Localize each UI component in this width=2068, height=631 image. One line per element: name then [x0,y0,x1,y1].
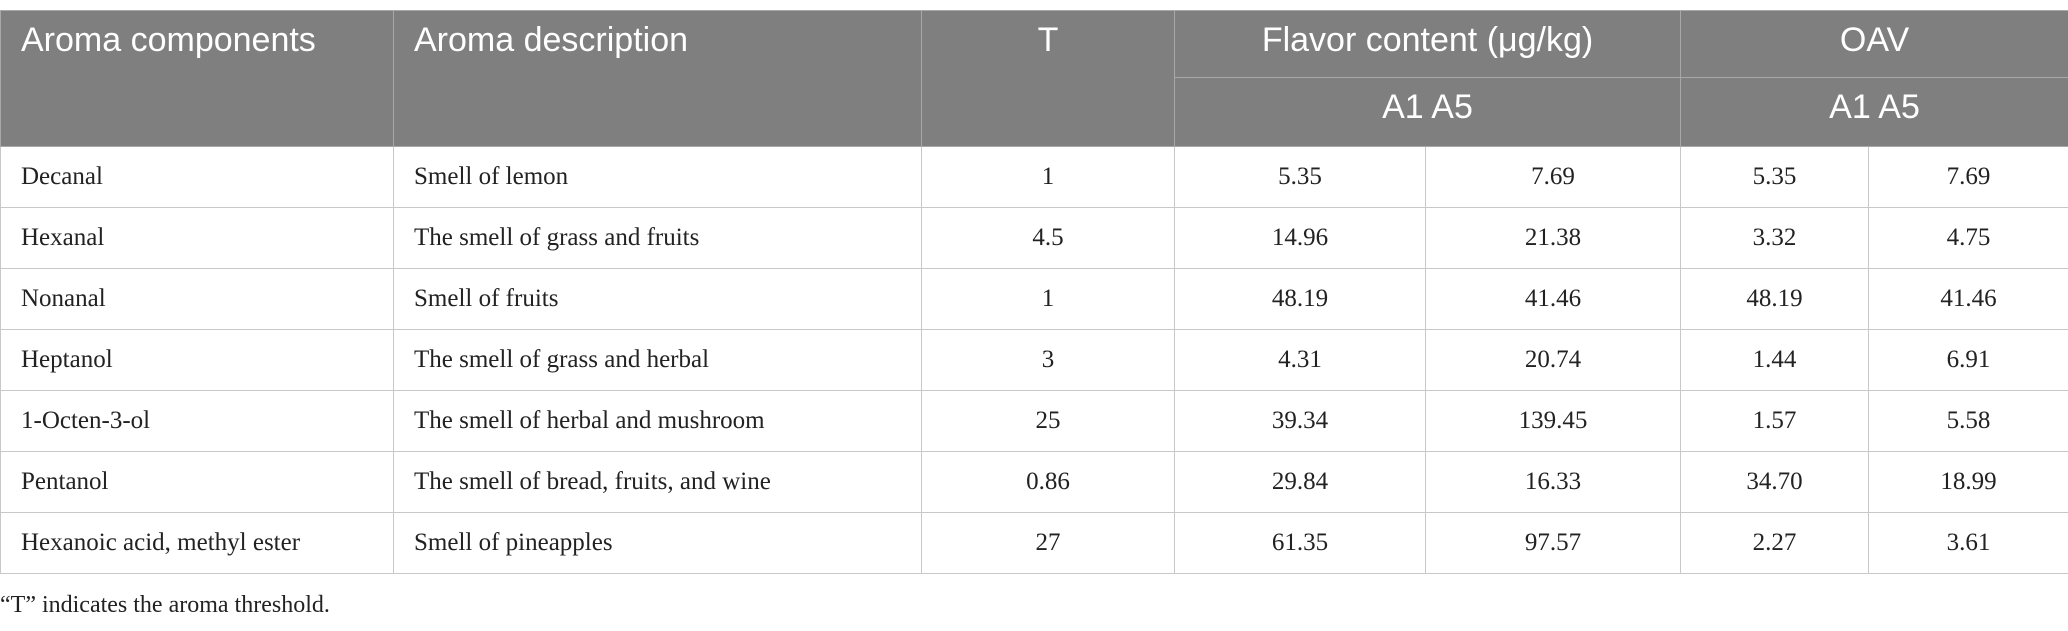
table-cell: 97.57 [1424,512,1682,574]
table-cell: 1 [921,268,1175,330]
subheader-cell: A1 A5 [1173,77,1682,147]
table-cell: Pentanol [0,451,394,513]
header-cell: T [921,10,1175,147]
table-row: Heptanol The smell of grass and herbal 3 4.… [0,329,2068,391]
table-cell: Smell of pineapples [393,512,922,574]
table-cell: Hexanal [0,207,394,269]
table-cell: 27 [921,512,1175,574]
table-cell: 4.31 [1174,329,1426,391]
table-cell: The smell of grass and fruits [393,207,922,269]
aroma-table: Aroma components Aroma description T Fla… [0,10,2068,574]
table-cell: Hexanoic acid, methyl ester [0,512,394,574]
table-cell: 3.61 [1868,512,2068,574]
table-body: Decanal Smell of lemon 1 5.35 7.69 5.35 7.69 He… [0,146,2068,574]
table-cell: 39.34 [1174,390,1426,452]
table-cell: 7.69 [1868,146,2068,208]
footnote: “T” indicates the aroma threshold. [0,592,330,618]
table-row: Hexanoic acid, methyl ester Smell of pine… [0,512,2068,574]
table-cell: 20.74 [1424,329,1682,391]
table-cell: 139.45 [1424,390,1682,452]
table-cell: 4.75 [1868,207,2068,269]
table-cell: 18.99 [1868,451,2068,513]
table-cell: 41.46 [1868,268,2068,330]
header-cell: OAV [1680,10,2068,78]
table-cell: Decanal [0,146,394,208]
table-cell: 4.5 [921,207,1175,269]
table-cell: 7.69 [1424,146,1682,208]
table-cell: The smell of herbal and mushroom [393,390,922,452]
table-cell: 0.86 [921,451,1175,513]
table-cell: 5.58 [1868,390,2068,452]
subheader-cell: A1 A5 [1680,77,2068,147]
table-row: Pentanol The smell of bread, fruits, and … [0,451,2068,513]
table-row: Hexanal The smell of grass and fruits 4.5 1… [0,207,2068,269]
table-cell: 34.70 [1680,451,1870,513]
table-cell: 2.27 [1680,512,1870,574]
table-cell: 1-Octen-3-ol [0,390,394,452]
table-row: 1-Octen-3-ol The smell of herbal and mush… [0,390,2068,452]
table-cell: 3 [921,329,1175,391]
table-cell: The smell of grass and herbal [393,329,922,391]
table-row: Nonanal Smell of fruits 1 48.19 41.46 48.19 41… [0,268,2068,330]
table-cell: 21.38 [1424,207,1682,269]
table-cell: 41.46 [1424,268,1682,330]
header-cell: Aroma description [393,10,922,147]
table-cell: 1.44 [1680,329,1870,391]
table-cell: 5.35 [1174,146,1426,208]
header-cell: Aroma components [0,10,394,147]
table-cell: 6.91 [1868,329,2068,391]
table-cell: Smell of fruits [393,268,922,330]
table-cell: 5.35 [1680,146,1870,208]
header-cell: Flavor content (μg/kg) [1173,10,1682,78]
table-cell: 48.19 [1680,268,1870,330]
table-cell: 1.57 [1680,390,1870,452]
table-row: Decanal Smell of lemon 1 5.35 7.69 5.35 7.69 [0,146,2068,208]
table-cell: 25 [921,390,1175,452]
table-cell: 48.19 [1174,268,1426,330]
table-cell: Heptanol [0,329,394,391]
table-cell: 16.33 [1424,451,1682,513]
table-cell: Nonanal [0,268,394,330]
table-cell: 3.32 [1680,207,1870,269]
table-cell: The smell of bread, fruits, and wine [393,451,922,513]
table-cell: 1 [921,146,1175,208]
table-cell: 29.84 [1174,451,1426,513]
table-cell: Smell of lemon [393,146,922,208]
table-cell: 61.35 [1174,512,1426,574]
table-cell: 14.96 [1174,207,1426,269]
